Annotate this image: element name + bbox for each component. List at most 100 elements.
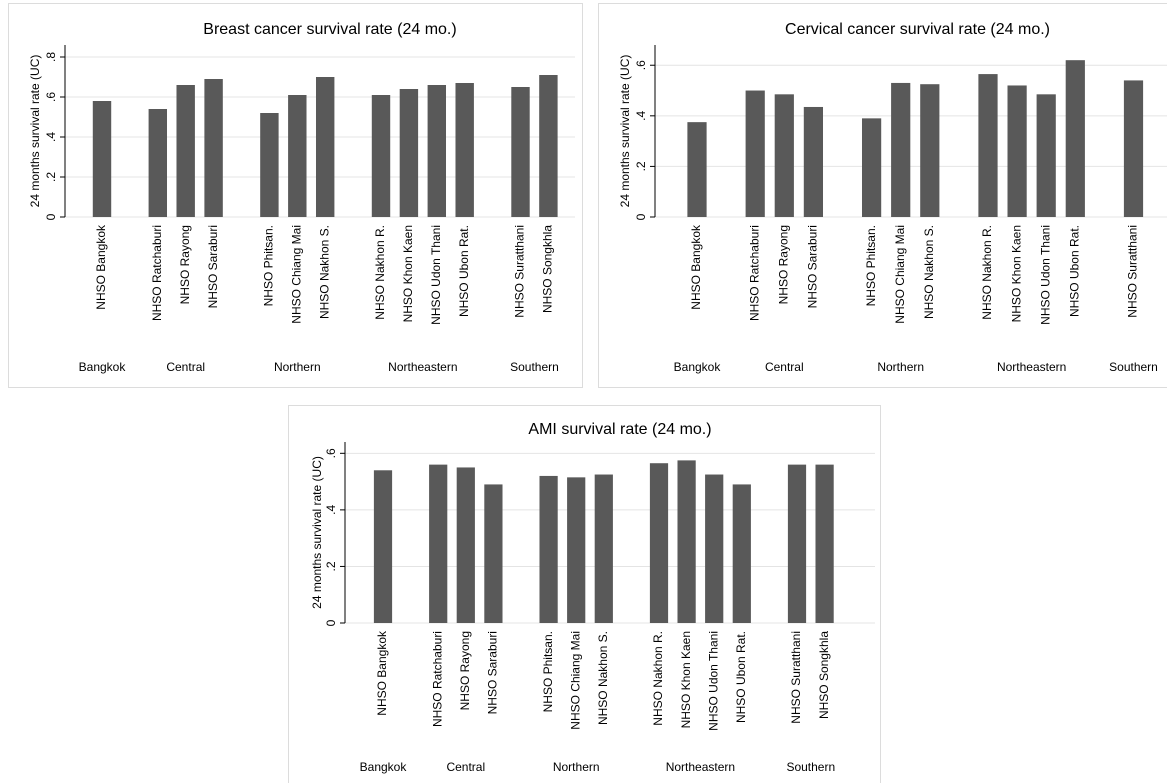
x-tick-label: NHSO Bangkok xyxy=(689,224,703,310)
x-tick-label: NHSO Chiang Mai xyxy=(893,225,907,324)
x-tick-label: NHSO Suratthani xyxy=(513,225,527,318)
bar xyxy=(429,464,448,623)
bar xyxy=(803,106,824,217)
bar xyxy=(315,77,335,217)
x-tick-label: NHSO Ratchaburi xyxy=(430,631,444,727)
group-label: Northeastern xyxy=(666,760,735,774)
y-tick-label: .4 xyxy=(44,132,58,142)
y-axis-title: 24 months survival rate (UC) xyxy=(310,456,324,609)
y-tick-label: .4 xyxy=(324,505,338,515)
bar xyxy=(567,477,586,623)
x-tick-label: NHSO Udon Thani xyxy=(1038,225,1052,325)
bar xyxy=(288,95,307,217)
x-tick-label: NHSO Chiang Mai xyxy=(289,225,303,324)
bar xyxy=(148,109,168,217)
bar xyxy=(920,84,940,218)
x-tick-label: NHSO Nakhon R. xyxy=(651,631,665,726)
group-label: Northern xyxy=(877,360,924,374)
bar xyxy=(787,464,807,623)
bar xyxy=(1036,94,1056,217)
group-label: Central xyxy=(166,360,205,374)
x-tick-label: NHSO Phitsan. xyxy=(864,225,878,306)
group-label: Northern xyxy=(553,760,600,774)
bar xyxy=(732,484,751,623)
x-tick-label: NHSO Phitsan. xyxy=(541,631,555,712)
x-tick-label: NHSO Khon Kaen xyxy=(1009,225,1023,322)
bar xyxy=(399,89,419,217)
y-tick-label: .6 xyxy=(324,448,338,458)
bar xyxy=(92,101,112,217)
bar xyxy=(687,122,707,217)
bar xyxy=(539,475,558,623)
group-label: Southern xyxy=(510,360,559,374)
x-tick-label: NHSO Saraburi xyxy=(806,225,820,308)
bar xyxy=(891,82,911,217)
group-label: Central xyxy=(446,760,485,774)
bar xyxy=(455,83,474,217)
x-tick-label: NHSO Khon Kaen xyxy=(401,225,415,322)
chart-title: Cervical cancer survival rate (24 mo.) xyxy=(785,21,1050,38)
x-tick-label: NHSO Udon Thani xyxy=(706,631,720,731)
x-tick-label: NHSO Nakhon R. xyxy=(373,225,387,320)
x-tick-label: NHSO Nakhon S. xyxy=(922,225,936,319)
bar xyxy=(978,74,998,218)
bar xyxy=(539,75,558,217)
bar xyxy=(1007,85,1027,218)
x-tick-label: NHSO Ratchaburi xyxy=(150,225,164,321)
x-tick-label: NHSO Ubon Rat. xyxy=(734,631,748,723)
x-tick-label: NHSO Saraburi xyxy=(486,631,500,714)
bar xyxy=(1123,80,1144,217)
x-tick-label: NHSO Songkhla xyxy=(817,631,831,719)
group-label: Bangkok xyxy=(360,760,408,774)
y-tick-label: 0 xyxy=(634,213,648,220)
x-tick-label: NHSO Bangkok xyxy=(94,224,108,310)
chart-title: Breast cancer survival rate (24 mo.) xyxy=(203,21,456,38)
y-tick-label: .6 xyxy=(44,92,58,102)
x-tick-label: NHSO Bangkok xyxy=(375,630,389,716)
y-tick-label: 0 xyxy=(324,619,338,626)
bar xyxy=(484,484,503,623)
x-tick-label: NHSO Ratchaburi xyxy=(747,225,761,321)
y-tick-label: .6 xyxy=(634,60,648,70)
bar xyxy=(594,474,613,623)
bar xyxy=(861,118,882,217)
x-tick-label: NHSO Songkhla xyxy=(541,225,555,313)
x-tick-label: NHSO Ubon Rat. xyxy=(1067,225,1081,317)
group-label: Bangkok xyxy=(674,360,722,374)
bar xyxy=(774,94,794,217)
x-tick-label: NHSO Khon Kaen xyxy=(679,631,693,728)
group-label: Southern xyxy=(786,760,835,774)
group-label: Northeastern xyxy=(997,360,1066,374)
y-tick-label: .8 xyxy=(44,52,58,62)
x-tick-label: NHSO Nakhon R. xyxy=(980,225,994,320)
bar xyxy=(1065,60,1085,218)
bar xyxy=(260,113,279,217)
y-tick-label: .2 xyxy=(324,561,338,571)
bar xyxy=(373,470,393,623)
bar xyxy=(815,464,834,623)
bar xyxy=(204,79,223,217)
bar xyxy=(705,474,724,623)
x-tick-label: NHSO Rayong xyxy=(776,225,790,304)
x-tick-label: NHSO Chiang Mai xyxy=(568,631,582,730)
x-tick-label: NHSO Nakhon S. xyxy=(317,225,331,319)
bar xyxy=(371,95,391,217)
x-tick-label: NHSO Nakhon S. xyxy=(596,631,610,725)
y-tick-label: .2 xyxy=(634,161,648,171)
group-label: Central xyxy=(765,360,804,374)
x-tick-label: NHSO Suratthani xyxy=(789,631,803,724)
y-axis-title: 24 months survival rate (UC) xyxy=(28,55,42,208)
x-tick-label: NHSO Phitsan. xyxy=(262,225,276,306)
group-label: Northeastern xyxy=(388,360,457,374)
bar xyxy=(456,467,475,623)
x-tick-label: NHSO Suratthani xyxy=(1126,225,1140,318)
bar xyxy=(745,90,765,217)
x-tick-label: NHSO Udon Thani xyxy=(429,225,443,325)
group-label: Northern xyxy=(274,360,321,374)
group-label: Southern xyxy=(1109,360,1158,374)
bar xyxy=(677,460,696,623)
y-tick-label: 0 xyxy=(44,213,58,220)
x-tick-label: NHSO Rayong xyxy=(178,225,192,304)
